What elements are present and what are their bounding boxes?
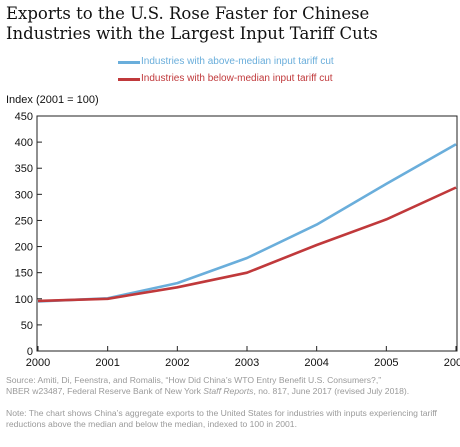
- series-line-below-median: [37, 186, 457, 303]
- source-note: Source: Amiti, Di, Feenstra, and Romalis…: [6, 375, 458, 397]
- legend-swatch-below-median: [118, 78, 140, 81]
- legend-swatch-above-median: [118, 61, 140, 64]
- x-tick-label-2003: 2003: [235, 357, 259, 369]
- legend-label-above-median: Industries with above-median input tarif…: [141, 56, 334, 67]
- plot-frame: [36, 115, 458, 352]
- y-tick-label-0: 0: [27, 346, 33, 358]
- x-tick-label-2004: 2004: [304, 357, 328, 369]
- y-tick-label-200: 200: [15, 242, 33, 254]
- x-tick-label-2006: 2006: [444, 357, 460, 369]
- line-chart: 0 50 100 150 200 250 300 350 400 450 2000 2001 2002 2…: [15, 111, 460, 369]
- x-tick-label-2005: 2005: [374, 357, 398, 369]
- y-tick-label-300: 300: [15, 189, 33, 201]
- y-tick-label-450: 450: [15, 111, 33, 123]
- chart-note: Note: The chart shows China’s aggregate …: [6, 408, 437, 429]
- x-tick-label-2000: 2000: [26, 357, 50, 369]
- chart-title: Exports to the U.S. Rose Faster for Chin…: [6, 4, 378, 43]
- y-tick-label-150: 150: [15, 268, 33, 280]
- y-axis-label: Index (2001 = 100): [6, 94, 99, 106]
- y-tick-label-50: 50: [21, 320, 33, 332]
- x-tick-label-2001: 2001: [95, 357, 119, 369]
- x-tick-label-2002: 2002: [165, 357, 189, 369]
- y-tick-label-350: 350: [15, 163, 33, 175]
- source-line-2-post: , no. 817, June 2017 (revised July 2018)…: [253, 386, 410, 396]
- series-line-above-median: [37, 143, 457, 303]
- source-line-2-italic: Staff Reports: [203, 386, 254, 396]
- source-line-1: Source: Amiti, Di, Feenstra, and Romalis…: [6, 375, 382, 385]
- source-line-2-pre: NBER w23487, Federal Reserve Bank of New…: [6, 386, 204, 396]
- y-tick-label-100: 100: [15, 294, 33, 306]
- y-tick-label-250: 250: [15, 215, 33, 227]
- y-tick-label-400: 400: [15, 137, 33, 149]
- legend-label-below-median: Industries with below-median input tarif…: [141, 73, 333, 84]
